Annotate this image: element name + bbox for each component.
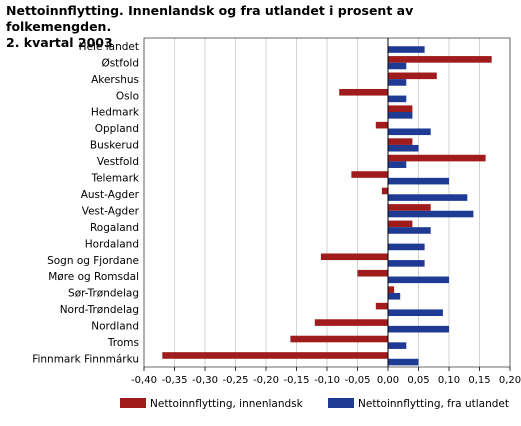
x-tick-label-5: -0,15 xyxy=(284,375,310,386)
x-tick-label-0: -0,40 xyxy=(131,375,157,386)
category-label-11: Rogaland xyxy=(90,222,139,234)
axes xyxy=(143,37,511,371)
bar-utlandet-17 xyxy=(388,325,449,333)
bar-utlandet-2 xyxy=(388,79,407,86)
bar-innenlandsk-19 xyxy=(162,352,388,359)
category-label-18: Troms xyxy=(107,337,139,349)
bar-innenlandsk-6 xyxy=(388,138,413,145)
category-label-5: Oppland xyxy=(95,123,139,135)
category-label-15: Sør-Trøndelag xyxy=(68,288,139,300)
bar-utlandet-11 xyxy=(388,227,431,234)
x-tick-label-2: -0,30 xyxy=(192,375,218,386)
bar-utlandet-8 xyxy=(388,177,449,185)
category-label-17: Nordland xyxy=(91,321,139,333)
bar-utlandet-7 xyxy=(388,161,407,168)
x-tick-labels: -0,40 -0,35 -0,30 -0,25 -0,20 -0,15 -0,10 -0,05… xyxy=(131,375,521,386)
bar-innenlandsk-8 xyxy=(351,171,388,178)
chart-title-line-1: Nettoinnflytting. Innenlandsk og fra utl… xyxy=(6,3,414,34)
bar-utlandet-19 xyxy=(388,358,419,366)
bar-innenlandsk-7 xyxy=(388,154,486,162)
bar-utlandet-1 xyxy=(388,62,407,70)
legend-item-0[interactable]: Nettoinnflytting, innenlandsk xyxy=(120,398,304,410)
category-label-8: Telemark xyxy=(90,173,139,185)
category-label-3: Oslo xyxy=(116,90,139,102)
x-tick-label-4: -0,20 xyxy=(253,375,279,386)
bar-utlandet-10 xyxy=(388,210,474,218)
bar-utlandet-9 xyxy=(388,194,468,201)
x-tick-label-7: -0,05 xyxy=(345,375,371,386)
bar-innenlandsk-1 xyxy=(388,56,492,63)
bar-utlandet-14 xyxy=(388,276,449,284)
legend-label-0: Nettoinnflytting, innenlandsk xyxy=(150,398,304,410)
chart-title: Nettoinnflytting. Innenlandsk og fra utl… xyxy=(6,3,518,51)
bar-innenlandsk-16 xyxy=(375,302,388,310)
bar-innenlandsk-14 xyxy=(357,269,388,277)
bar-innenlandsk-17 xyxy=(314,319,388,326)
bar-utlandet-16 xyxy=(388,309,443,317)
bar-innenlandsk-5 xyxy=(375,121,388,129)
bar-utlandet-15 xyxy=(388,292,401,300)
category-label-14: Møre og Romsdal xyxy=(48,271,139,283)
category-label-0: Hele landet xyxy=(79,41,139,53)
bar-innenlandsk-2 xyxy=(388,72,437,80)
category-label-9: Aust-Agder xyxy=(81,189,140,201)
x-tick-label-1: -0,35 xyxy=(162,375,188,386)
category-label-12: Hordaland xyxy=(85,238,139,250)
chart-title-line-2: 2. kvartal 2003 xyxy=(6,35,113,50)
legend-label-1: Nettoinnflytting, fra utlandet xyxy=(358,398,509,410)
bar-innenlandsk-9 xyxy=(381,187,388,195)
x-tick-label-12: 0,20 xyxy=(499,375,521,386)
x-tick-label-9: 0,05 xyxy=(407,375,429,386)
bar-utlandet-0 xyxy=(388,46,425,53)
x-tick-label-11: 0,15 xyxy=(468,375,490,386)
category-label-19: Finnmark Finnmárku xyxy=(32,353,139,365)
legend[interactable]: Nettoinnflytting, innenlandsk Nettoinnfly… xyxy=(120,398,509,410)
grid-lines xyxy=(143,38,511,367)
category-label-2: Akershus xyxy=(91,74,139,86)
legend-item-1[interactable]: Nettoinnflytting, fra utlandet xyxy=(328,398,509,410)
category-label-4: Hedmark xyxy=(91,107,140,119)
legend-swatch-1 xyxy=(328,398,354,408)
bar-innenlandsk-11 xyxy=(388,220,413,228)
x-tick-label-10: 0,10 xyxy=(438,375,460,386)
bar-innenlandsk-18 xyxy=(290,335,388,343)
x-tick-label-6: -0,10 xyxy=(314,375,340,386)
bar-utlandet-5 xyxy=(388,128,431,136)
category-label-16: Nord-Trøndelag xyxy=(60,304,139,316)
bar-utlandet-4 xyxy=(388,112,413,119)
bar-innenlandsk-13 xyxy=(320,253,388,261)
legend-swatch-0 xyxy=(120,398,146,408)
bar-utlandet-3 xyxy=(388,95,407,103)
bar-innenlandsk-15 xyxy=(388,286,395,293)
category-label-7: Vestfold xyxy=(97,156,139,168)
bar-utlandet-12 xyxy=(388,243,425,251)
bar-innenlandsk-3 xyxy=(339,88,388,96)
x-tick-label-3: -0,25 xyxy=(223,375,249,386)
bar-utlandet-13 xyxy=(388,260,425,267)
bar-utlandet-6 xyxy=(388,144,419,152)
bar-innenlandsk-4 xyxy=(388,105,413,113)
x-tick-label-8: 0,00 xyxy=(377,375,399,386)
bar-utlandet-18 xyxy=(388,342,407,349)
category-label-10: Vest-Agder xyxy=(82,205,140,217)
bars xyxy=(162,46,492,366)
category-label-13: Sogn og Fjordane xyxy=(47,255,139,267)
category-label-1: Østfold xyxy=(101,57,139,69)
category-label-6: Buskerud xyxy=(90,140,139,152)
bar-innenlandsk-10 xyxy=(388,204,431,211)
category-labels: Hele landet Østfold Akershus Oslo Hedmark Opp… xyxy=(32,41,140,366)
